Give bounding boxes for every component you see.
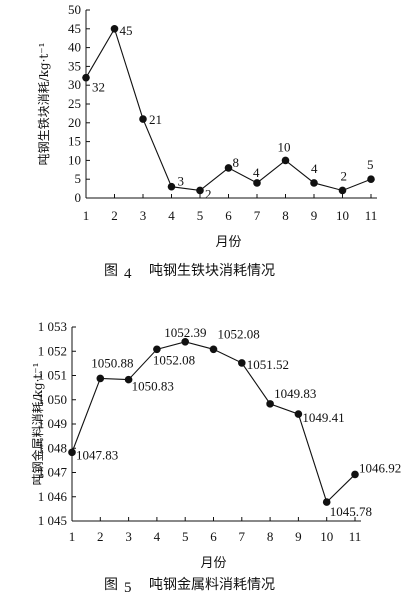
y-tick-label: 15 bbox=[68, 134, 81, 149]
x-axis-title: 月份 bbox=[200, 556, 226, 571]
data-label: 5 bbox=[367, 157, 374, 172]
data-label: 4 bbox=[311, 161, 318, 176]
data-point bbox=[338, 186, 347, 195]
data-label: 3 bbox=[178, 174, 185, 189]
data-label: 45 bbox=[120, 23, 133, 38]
y-tick-label: 1 049 bbox=[38, 416, 67, 431]
data-point bbox=[294, 410, 303, 418]
data-label: 1051.52 bbox=[247, 357, 289, 372]
x-tick-label: 10 bbox=[320, 529, 333, 544]
x-tick-label: 6 bbox=[210, 529, 217, 544]
x-tick-label: 5 bbox=[182, 529, 189, 544]
data-label: 1046.92 bbox=[359, 460, 401, 475]
x-tick-label: 7 bbox=[254, 208, 261, 223]
y-axis-title: 吨钢金属料消耗/kg·t⁻¹ bbox=[30, 363, 45, 486]
data-point bbox=[139, 115, 147, 123]
y-axis-title: 吨钢生铁块消耗/kg·t⁻¹ bbox=[37, 43, 51, 166]
data-point bbox=[238, 359, 246, 367]
data-label: 1050.83 bbox=[132, 379, 174, 394]
data-point bbox=[310, 179, 318, 187]
figure-caption-title: 吨钢生铁块消耗情况 bbox=[149, 263, 275, 279]
figure-caption-number: 5 bbox=[124, 580, 132, 596]
y-tick-label: 5 bbox=[75, 171, 82, 186]
data-point bbox=[266, 400, 274, 408]
data-label: 1050.88 bbox=[91, 355, 133, 370]
data-point bbox=[351, 470, 359, 479]
data-point bbox=[124, 375, 133, 384]
y-tick-label: 1 045 bbox=[38, 513, 67, 528]
x-tick-label: 8 bbox=[267, 529, 274, 544]
y-tick-label: 10 bbox=[68, 152, 81, 167]
data-label: 2 bbox=[205, 186, 212, 201]
y-tick-label: 0 bbox=[75, 190, 82, 205]
x-tick-label: 9 bbox=[311, 208, 318, 223]
data-point bbox=[181, 337, 189, 346]
x-tick-label: 3 bbox=[140, 208, 147, 223]
data-label: 8 bbox=[233, 155, 240, 170]
data-point bbox=[196, 186, 204, 195]
data-point bbox=[224, 164, 233, 172]
x-tick-label: 5 bbox=[197, 208, 204, 223]
x-tick-label: 1 bbox=[83, 208, 90, 223]
data-label: 4 bbox=[253, 165, 260, 180]
figure-caption-number: 4 bbox=[124, 266, 132, 282]
y-tick-label: 20 bbox=[68, 115, 81, 130]
x-axis-title: 月份 bbox=[215, 235, 241, 250]
y-tick-label: 1 050 bbox=[38, 392, 67, 407]
y-tick-label: 40 bbox=[68, 40, 81, 55]
y-tick-label: 50 bbox=[68, 2, 81, 17]
y-tick-label: 45 bbox=[68, 21, 81, 36]
data-label: 1052.08 bbox=[218, 326, 260, 341]
y-tick-label: 35 bbox=[68, 58, 81, 73]
y-tick-label: 30 bbox=[68, 77, 81, 92]
y-tick-label: 1 048 bbox=[38, 440, 67, 455]
x-tick-label: 4 bbox=[154, 529, 161, 544]
data-point bbox=[367, 175, 375, 183]
data-point bbox=[167, 182, 176, 191]
figure-caption-prefix: 图 bbox=[104, 263, 118, 279]
x-tick-label: 6 bbox=[225, 208, 232, 223]
data-label: 1045.78 bbox=[330, 504, 372, 519]
data-label: 1049.41 bbox=[302, 410, 344, 425]
chart-5: 1 045 1 046 1 047 1 048 1 049 1 050 1 051 1 052… bbox=[30, 319, 401, 596]
figure-caption-title: 吨钢金属料消耗情况 bbox=[149, 577, 275, 593]
y-tick-label: 1 052 bbox=[38, 343, 67, 358]
data-point bbox=[96, 374, 105, 383]
data-point bbox=[110, 25, 119, 33]
data-label: 21 bbox=[149, 112, 162, 127]
data-point bbox=[153, 345, 161, 354]
data-label: 1047.83 bbox=[76, 447, 118, 462]
data-point bbox=[253, 179, 261, 187]
y-tick-label: 1 053 bbox=[38, 319, 67, 334]
data-label: 32 bbox=[92, 80, 105, 95]
figure-caption-prefix: 图 bbox=[104, 577, 118, 593]
y-tick-label: 1 051 bbox=[38, 368, 67, 383]
data-point bbox=[82, 73, 90, 82]
x-tick-label: 10 bbox=[336, 208, 349, 223]
data-point bbox=[68, 448, 76, 457]
data-label: 1052.08 bbox=[153, 352, 195, 367]
x-tick-label: 8 bbox=[282, 208, 289, 223]
x-tick-label: 11 bbox=[349, 529, 362, 544]
data-point bbox=[209, 345, 218, 354]
y-tick-label: 25 bbox=[68, 96, 81, 111]
x-tick-label: 4 bbox=[168, 208, 175, 223]
x-tick-label: 7 bbox=[239, 529, 246, 544]
y-tick-label: 1 046 bbox=[38, 489, 68, 504]
data-point bbox=[281, 156, 290, 165]
x-tick-label: 11 bbox=[365, 208, 378, 223]
data-label: 1052.39 bbox=[164, 325, 206, 340]
x-tick-label: 1 bbox=[69, 529, 76, 544]
x-tick-label: 3 bbox=[125, 529, 132, 544]
y-tick-label: 1 047 bbox=[38, 465, 68, 480]
data-label: 2 bbox=[341, 168, 348, 183]
x-tick-label: 2 bbox=[111, 208, 118, 223]
data-label: 1049.83 bbox=[274, 386, 316, 401]
data-point bbox=[322, 498, 331, 506]
x-tick-label: 2 bbox=[97, 529, 104, 544]
x-tick-label: 9 bbox=[295, 529, 302, 544]
data-label: 10 bbox=[278, 139, 291, 154]
